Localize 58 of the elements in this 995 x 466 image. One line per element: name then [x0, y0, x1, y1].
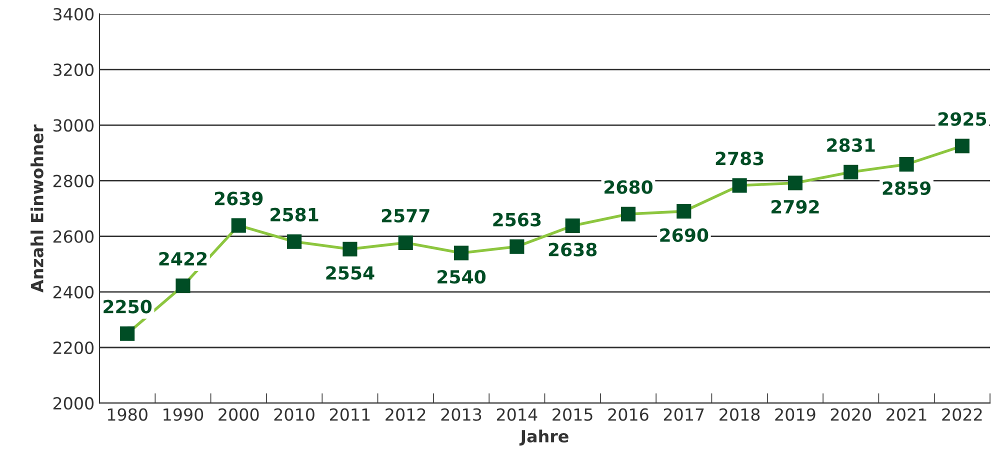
x-tick-label: 2014	[496, 408, 538, 421]
x-tick-label: 2020	[830, 408, 871, 421]
x-tick-label: 1980	[108, 408, 148, 421]
data-label: 2783	[716, 152, 764, 166]
point	[954, 138, 970, 154]
x-tick-label: 2010	[274, 408, 314, 421]
point	[510, 239, 524, 254]
point	[899, 157, 914, 172]
x-tick-label: 2012	[386, 408, 426, 421]
point	[788, 176, 803, 190]
data-label: 2563	[493, 212, 541, 226]
y-tick-label: 2000	[53, 397, 94, 410]
point	[732, 178, 747, 193]
point	[342, 242, 358, 256]
point	[620, 206, 636, 222]
y-tick-label: 2400	[53, 286, 94, 298]
x-axis-title: Jahre	[519, 430, 568, 446]
point	[676, 204, 692, 219]
point	[176, 278, 190, 294]
data-label: 2925	[938, 112, 986, 126]
point	[844, 164, 858, 180]
data-label: 2577	[382, 208, 430, 223]
data-label: 2859	[882, 181, 931, 195]
x-tick-label: 2019	[775, 408, 816, 421]
y-tick-label: 3200	[53, 64, 94, 76]
x-tick-label: 2017	[664, 408, 704, 421]
data-label: 2581	[270, 208, 318, 222]
data-label: 2831	[827, 138, 875, 152]
point	[231, 218, 246, 233]
data-label: 2554	[326, 266, 374, 280]
x-tick-label: 2018	[720, 408, 760, 421]
data-label: 2639	[214, 192, 263, 206]
point	[454, 246, 469, 260]
x-tick-label: 2015	[552, 408, 592, 421]
point	[287, 234, 302, 249]
x-tick-label: 2022	[942, 408, 982, 421]
x-tick-label: 2011	[330, 408, 370, 421]
y-axis-title: Anzahl Einwohner	[30, 124, 44, 293]
data-label: 2540	[438, 270, 486, 284]
y-tick-label: 2800	[53, 174, 94, 188]
data-label: 2792	[772, 200, 819, 214]
data-label: 2422	[159, 252, 207, 266]
data-label: 2690	[660, 228, 708, 242]
data-label: 2680	[604, 180, 653, 194]
point	[398, 235, 413, 250]
y-tick-label: 2600	[53, 230, 94, 243]
data-label: 2638	[548, 242, 597, 256]
x-tick-label: 2013	[441, 408, 482, 421]
data-label: 2250	[104, 300, 152, 314]
x-tick-label: 1990	[164, 408, 204, 421]
point	[565, 218, 580, 234]
y-tick-label: 2200	[53, 341, 94, 354]
y-tick-label: 3000	[53, 119, 94, 132]
x-tick-label: 2016	[608, 408, 648, 421]
x-tick-label: 2021	[886, 408, 926, 421]
point	[120, 326, 135, 341]
y-tick-label: 3400	[53, 8, 94, 21]
x-tick-label: 2000	[218, 408, 259, 421]
